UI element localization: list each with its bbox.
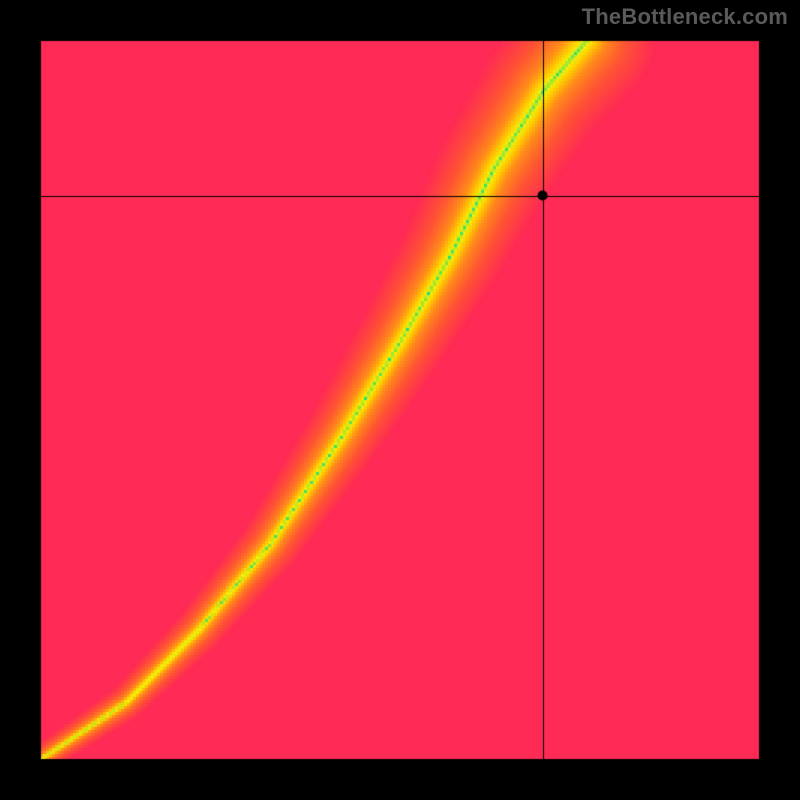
watermark-text: TheBottleneck.com [582,4,788,30]
figure-container: TheBottleneck.com [0,0,800,800]
heatmap-canvas [0,0,800,800]
